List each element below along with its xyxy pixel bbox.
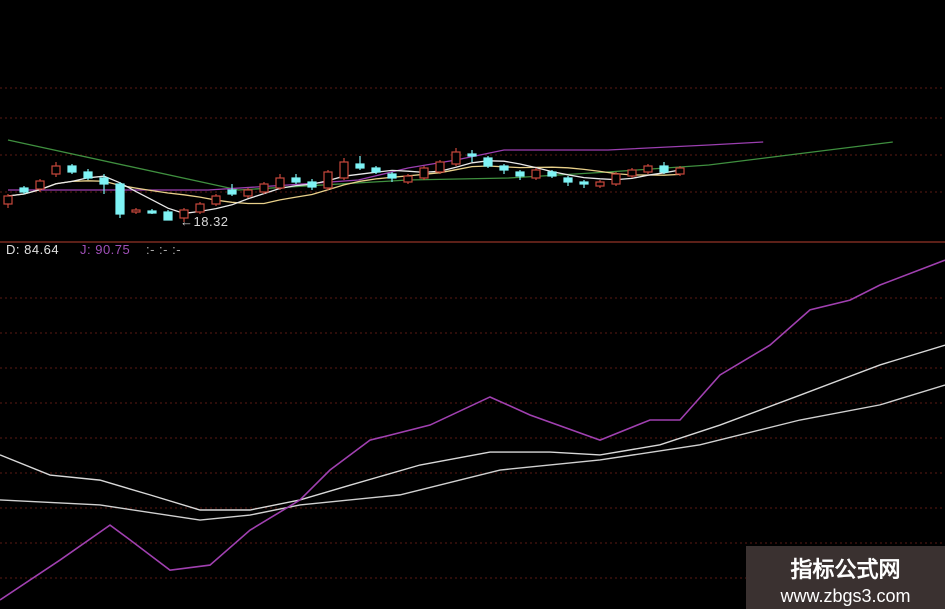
candle-up [675,167,685,175]
candle-down [483,157,493,167]
candle-down [115,183,125,215]
candle-up [179,209,189,219]
candle-up [611,173,621,185]
candle-up [451,151,461,165]
d-line [0,384,945,521]
candle-down [67,165,77,173]
candle-up [435,161,445,173]
candle-up [323,171,333,189]
candle-down [659,165,669,173]
j-value-label: J: 90.75 [80,242,131,257]
candle-up [35,180,45,190]
candle-down [467,153,477,157]
candle-up [419,167,429,179]
candle-down [147,210,157,214]
candle-down [371,167,381,173]
d-value-label: D: 84.64 [6,242,60,257]
candle-down [579,181,589,185]
candle-up [595,181,605,187]
ma-long-line [7,139,893,191]
candle-down [163,211,173,221]
candle-up [131,209,141,213]
candle-up [195,203,205,213]
j-line [0,259,945,601]
candle-up [643,165,653,173]
k-line [0,344,945,511]
candle-down [563,177,573,183]
low-price-label: ←18.32 [180,214,229,229]
candle-up [627,169,637,177]
candle-down [515,171,525,177]
candle-down [19,187,29,193]
watermark-title: 指标公式网 [790,558,901,583]
candle-down [227,189,237,195]
candle-up [51,165,61,175]
candle-down [387,173,397,179]
watermark: 指标公式网 www.zbgs3.com [746,546,945,609]
candle-up [339,161,349,179]
candle-up [531,169,541,179]
candle-down [499,165,509,171]
ma-mid-line [8,141,764,191]
candle-down [547,171,557,177]
indicator-trail: :- :- :- [146,242,182,257]
candle-up [403,175,413,183]
candle-down [307,181,317,188]
candle-up [211,195,221,205]
candle-down [291,177,301,183]
candle-up [275,177,285,189]
watermark-url: www.zbgs3.com [780,586,911,606]
candle-down [99,177,109,185]
candle-down [355,163,365,169]
candle-down [83,171,93,179]
candle-up [243,189,253,197]
candle-up [3,195,13,205]
candle-up [259,183,269,193]
